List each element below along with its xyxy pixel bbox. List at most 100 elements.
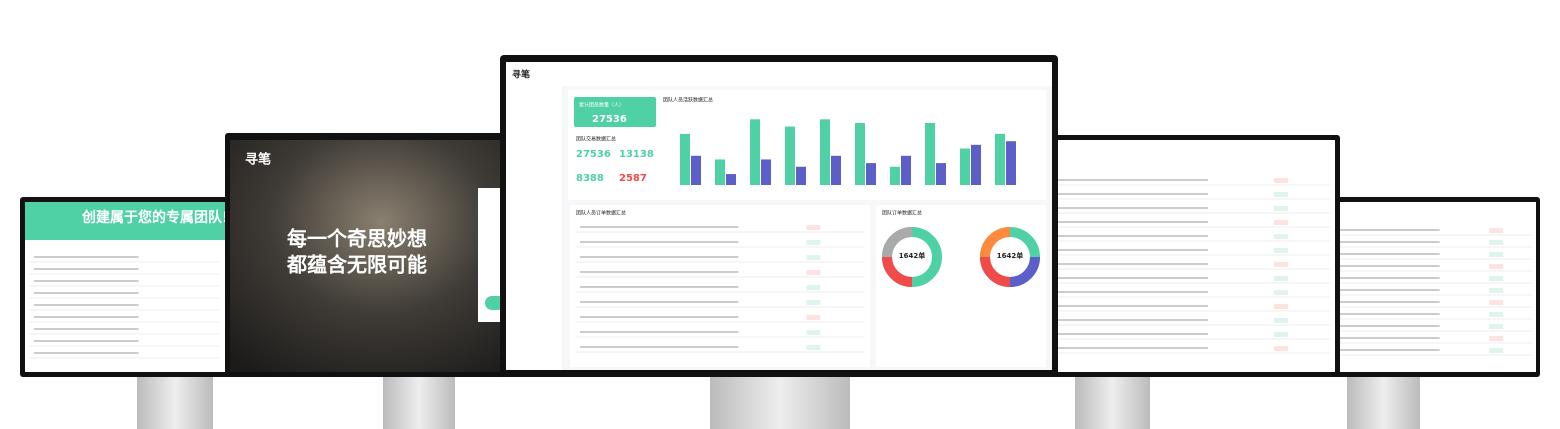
row-text: [1054, 221, 1208, 223]
row-text: [580, 256, 739, 258]
row-text: [580, 331, 739, 333]
row-tag: [806, 225, 821, 230]
donut: [980, 227, 1040, 287]
donut-label: 1642单: [997, 251, 1023, 260]
headline: 都蕴含无限可能: [286, 253, 427, 277]
right-monitor: [1040, 135, 1340, 377]
row-tag: [1489, 312, 1504, 317]
donut: [882, 227, 942, 287]
row-text: [1322, 229, 1440, 231]
bar: [960, 148, 970, 185]
row-tag: [806, 270, 821, 275]
row-tag: [1489, 288, 1504, 293]
row-text: [1054, 193, 1208, 195]
bar: [1006, 141, 1016, 185]
bar: [715, 159, 725, 185]
headline: 每一个奇思妙想: [287, 227, 427, 251]
row-tag: [806, 255, 821, 260]
far-left-monitor: 创建属于您的专属团队!: [20, 197, 230, 377]
row-tag: [806, 315, 821, 320]
row-tag: [806, 285, 821, 290]
row-text: [580, 271, 739, 273]
stat: 27536: [576, 149, 611, 160]
far-right-monitor: [1310, 197, 1540, 377]
bar: [750, 119, 760, 185]
row-text: [1322, 253, 1440, 255]
row-text: [1054, 291, 1208, 293]
bar: [726, 174, 736, 185]
bar: [785, 126, 795, 185]
row-tag: [1274, 234, 1288, 239]
row-tag: [1274, 178, 1288, 183]
row-text: [34, 292, 139, 294]
row-text: [34, 280, 139, 282]
row-text: [580, 241, 739, 243]
row-text: [34, 340, 139, 342]
row-text: [580, 316, 739, 318]
row-tag: [1274, 248, 1288, 253]
panel-title: 团队人员订单数据汇总: [576, 210, 626, 217]
row-text: [1054, 347, 1208, 349]
row-text: [1322, 349, 1440, 351]
row-tag: [1489, 228, 1504, 233]
row-text: [1322, 265, 1440, 267]
dashboard-monitor: 寻笔 累计团员数量（人） 27536 团队人员活跃数据汇总 团队交易数据汇总 2…: [500, 55, 1058, 377]
row-tag: [1274, 318, 1288, 323]
row-tag: [1489, 276, 1504, 281]
bar: [995, 133, 1005, 185]
row-tag: [1274, 192, 1288, 197]
stat-card-title: 累计团员数量（人）: [579, 102, 624, 109]
row-tag: [1274, 262, 1288, 267]
bar: [691, 155, 701, 185]
panel-title: 团队人员活跃数据汇总: [663, 97, 713, 104]
row-tag: [1489, 264, 1504, 269]
row-tag: [1489, 300, 1504, 305]
row-text: [34, 304, 139, 306]
row-text: [580, 226, 739, 228]
row-tag: [1489, 324, 1504, 329]
row-text: [1054, 249, 1208, 251]
bar: [866, 163, 876, 185]
stat: 2587: [619, 173, 647, 184]
brand: 寻笔: [512, 69, 530, 81]
row-tag: [1489, 348, 1504, 353]
row-text: [1054, 277, 1208, 279]
bar: [971, 144, 981, 185]
row-text: [34, 328, 139, 330]
row-text: [580, 286, 739, 288]
login-monitor: 寻笔 每一个奇思妙想 都蕴含无限可能: [225, 133, 510, 377]
stat: 8388: [576, 173, 604, 184]
row-tag: [1274, 206, 1288, 211]
row-text: [34, 256, 139, 258]
stands: [137, 375, 1420, 429]
row-text: [1322, 313, 1440, 315]
panel-title: 团队订单数据汇总: [882, 210, 922, 217]
row-text: [580, 346, 739, 348]
bar: [761, 159, 771, 185]
row-tag: [806, 240, 821, 245]
row-text: [1054, 305, 1208, 307]
bar: [831, 155, 841, 185]
row-tag: [806, 330, 821, 335]
row-text: [1322, 241, 1440, 243]
row-text: [1322, 277, 1440, 279]
bar: [901, 155, 911, 185]
brand: 寻笔: [245, 152, 271, 168]
donut-label: 1642单: [899, 251, 925, 260]
row-text: [1054, 333, 1208, 335]
stat-card-value: 27536: [592, 114, 627, 125]
row-tag: [1274, 346, 1288, 351]
panel-title: 团队交易数据汇总: [576, 136, 616, 143]
row-tag: [1489, 252, 1504, 257]
row-text: [1322, 301, 1440, 303]
bar: [855, 122, 865, 185]
row-tag: [1274, 332, 1288, 337]
row-text: [34, 316, 139, 318]
row-text: [1054, 235, 1208, 237]
row-tag: [806, 300, 821, 305]
row-text: [34, 352, 139, 354]
row-text: [1322, 325, 1440, 327]
row-text: [1054, 207, 1208, 209]
bar: [820, 119, 830, 185]
